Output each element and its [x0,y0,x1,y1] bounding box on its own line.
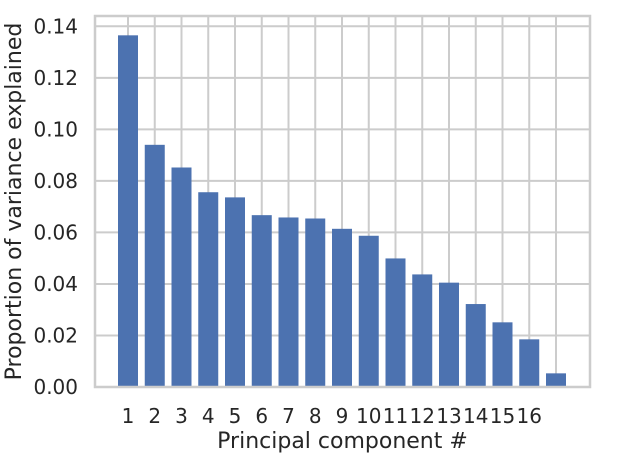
bar [358,235,379,387]
bar [305,218,326,387]
plot-frame [93,14,592,389]
x-tick-label: 2 [148,404,161,428]
bar [251,215,272,387]
bar [519,339,540,387]
y-tick-label: 0.06 [33,220,78,244]
y-tick-label: 0.12 [33,66,78,90]
bar [171,167,192,387]
x-tick-label: 16 [517,404,542,428]
x-axis-label: Principal component # [217,429,468,454]
x-tick-label: 4 [202,404,215,428]
x-tick-labels: 1 2 3 4 5 6 7 8 9 10 11 12 13 14 15 16 [122,404,542,428]
x-tick-label: 13 [436,404,461,428]
y-tick-label: 0.02 [33,323,78,347]
x-tick-label: 1 [122,404,135,428]
y-tick-label: 0.14 [33,14,78,38]
bar [412,274,433,387]
bar [225,197,245,387]
y-tick-label: 0.00 [33,375,78,399]
x-tick-label: 10 [356,404,381,428]
bar [439,282,459,387]
y-axis-label: Proportion of variance explained [2,23,27,381]
bar [332,228,352,387]
x-tick-label: 11 [383,404,408,428]
x-tick-label: 7 [282,404,295,428]
bar [278,217,299,387]
bar [144,144,165,387]
x-tick-label: 3 [175,404,188,428]
bar [118,35,138,388]
bar [492,322,513,387]
y-tick-label: 0.10 [33,117,78,141]
x-tick-label: 14 [463,404,488,428]
bars [118,35,566,388]
x-tick-label: 5 [229,404,242,428]
y-tick-label: 0.04 [33,272,78,296]
bar [465,304,486,387]
bar [546,373,566,387]
x-tick-label: 12 [410,404,435,428]
x-tick-label: 15 [490,404,515,428]
bar [385,258,406,387]
x-tick-label: 9 [336,404,349,428]
x-tick-label: 8 [309,404,322,428]
y-tick-labels: 0.00 0.02 0.04 0.06 0.08 0.10 0.12 0.14 [33,14,78,399]
bar [198,192,219,387]
x-tick-label: 6 [255,404,268,428]
y-tick-label: 0.08 [33,169,78,193]
